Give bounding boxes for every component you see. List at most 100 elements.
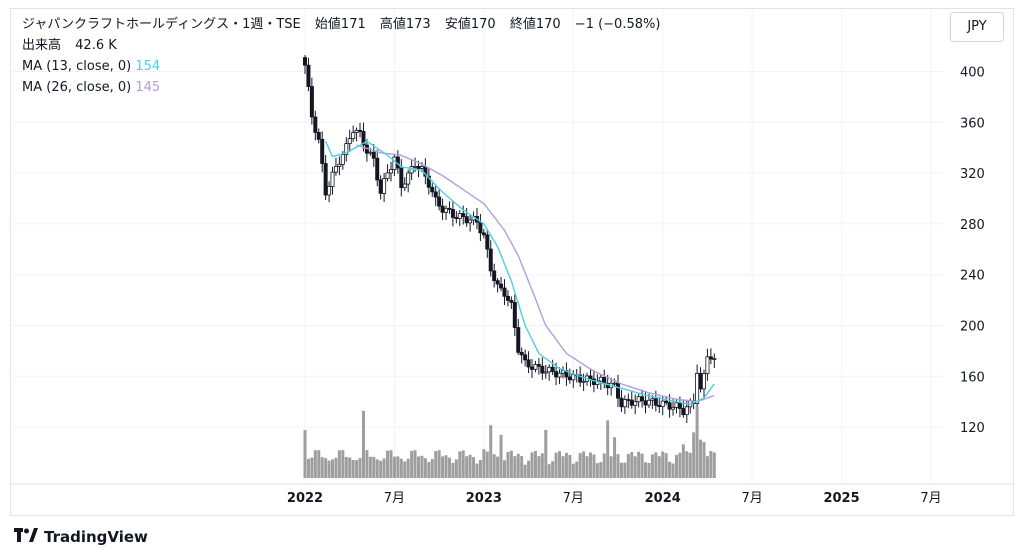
candle-body bbox=[430, 186, 435, 193]
candle-body bbox=[636, 396, 641, 403]
volume-bar bbox=[661, 451, 665, 478]
candle-body bbox=[347, 138, 352, 145]
volume-bar bbox=[705, 456, 709, 478]
volume-bar bbox=[399, 458, 403, 478]
candle-body bbox=[578, 374, 583, 383]
volume-bar bbox=[327, 460, 331, 478]
symbol-title[interactable]: ジャパンクラフトホールディングス・1週・TSE bbox=[22, 17, 301, 32]
time-axis-label: 2023 bbox=[466, 491, 502, 506]
volume-bar bbox=[523, 464, 527, 478]
volume-bar bbox=[382, 458, 386, 478]
volume-bar bbox=[678, 452, 682, 478]
volume-bar bbox=[355, 460, 359, 478]
volume-bar bbox=[582, 451, 586, 478]
volume-bar bbox=[465, 456, 469, 478]
time-axis-label: 2024 bbox=[645, 491, 681, 506]
price-axis-label: 280 bbox=[960, 218, 985, 233]
volume-bar bbox=[558, 451, 562, 478]
candle-body bbox=[320, 138, 325, 164]
volume-bar bbox=[681, 444, 685, 478]
volume-bar bbox=[654, 452, 658, 478]
volume-value: 42.6 K bbox=[75, 38, 117, 53]
ma13-label[interactable]: MA (13, close, 0) bbox=[22, 59, 132, 74]
candle-body bbox=[327, 186, 332, 196]
volume-bar bbox=[317, 450, 321, 478]
candle-body bbox=[629, 399, 634, 406]
candle-body bbox=[447, 207, 452, 210]
candle-body bbox=[646, 399, 651, 406]
candle-body bbox=[664, 400, 669, 404]
volume-bar bbox=[430, 459, 434, 478]
candle-body bbox=[440, 205, 445, 213]
time-axis-label: 2022 bbox=[287, 491, 323, 506]
volume-bar bbox=[644, 462, 648, 478]
volume-bar bbox=[664, 453, 668, 478]
candle-body bbox=[633, 401, 638, 406]
ma26-label[interactable]: MA (26, close, 0) bbox=[22, 80, 132, 95]
volume-bar bbox=[527, 460, 531, 478]
candle-body bbox=[392, 156, 397, 170]
candle-body bbox=[519, 351, 524, 356]
candle-body bbox=[437, 196, 442, 207]
volume-bar bbox=[423, 458, 427, 478]
candle-body bbox=[361, 131, 366, 146]
volume-bar bbox=[595, 463, 599, 478]
volume-bar bbox=[626, 453, 630, 478]
candle-body bbox=[677, 402, 682, 409]
volume-bar bbox=[306, 458, 310, 478]
volume-bar bbox=[406, 458, 410, 478]
currency-button[interactable]: JPY bbox=[950, 12, 1004, 42]
candle-body bbox=[388, 169, 393, 174]
volume-bar bbox=[647, 463, 651, 478]
candle-body bbox=[505, 295, 510, 301]
volume-bar bbox=[417, 456, 421, 478]
volume-bar bbox=[692, 432, 696, 478]
volume-bar bbox=[554, 452, 558, 478]
volume-bar bbox=[478, 459, 482, 478]
volume-bar bbox=[623, 462, 627, 478]
ohlc-row: ジャパンクラフトホールディングス・1週・TSE 始値171 高値173 安値17… bbox=[22, 14, 660, 35]
volume-bar bbox=[568, 455, 572, 478]
volume-bar bbox=[544, 430, 548, 478]
time-axis-label: 7月 bbox=[920, 491, 941, 506]
time-axis-label: 2025 bbox=[823, 491, 859, 506]
candle-body bbox=[323, 163, 328, 196]
candle-body bbox=[419, 166, 424, 169]
candle-body bbox=[302, 57, 307, 66]
ma13-line bbox=[324, 140, 715, 405]
change-value: −1 (−0.58%) bbox=[574, 17, 661, 32]
open-value: 始値171 bbox=[314, 17, 366, 32]
volume-bar bbox=[695, 406, 699, 478]
candle-body bbox=[547, 366, 552, 373]
volume-bar bbox=[365, 450, 369, 478]
candle-body bbox=[409, 166, 414, 174]
candle-body bbox=[643, 400, 648, 406]
volume-bar bbox=[386, 450, 390, 478]
volume-bar bbox=[637, 451, 641, 478]
price-axis-label: 200 bbox=[960, 320, 985, 335]
ma26-row: MA (26, close, 0) 145 bbox=[22, 77, 660, 98]
candle-body bbox=[653, 398, 658, 406]
volume-bar bbox=[341, 450, 345, 478]
volume-bar bbox=[372, 456, 376, 478]
candle-body bbox=[695, 372, 700, 404]
volume-bar bbox=[413, 450, 417, 478]
volume-bar bbox=[513, 456, 517, 478]
chart-legend: ジャパンクラフトホールディングス・1週・TSE 始値171 高値173 安値17… bbox=[22, 14, 660, 98]
volume-bar bbox=[451, 462, 455, 478]
volume-bar bbox=[571, 463, 575, 478]
volume-bar bbox=[520, 456, 524, 478]
candle-body bbox=[354, 129, 359, 133]
candle-body bbox=[316, 132, 321, 140]
volume-bar bbox=[657, 456, 661, 478]
candle-body bbox=[708, 356, 713, 360]
tradingview-brand[interactable]: TradingView bbox=[14, 526, 148, 548]
candle-body bbox=[681, 408, 686, 416]
price-axis-label: 120 bbox=[960, 421, 985, 436]
volume-bar bbox=[609, 456, 613, 478]
candle-body bbox=[340, 154, 345, 165]
volume-label[interactable]: 出来高 bbox=[22, 38, 62, 53]
time-axis-label: 7月 bbox=[384, 491, 405, 506]
brand-name: TradingView bbox=[44, 528, 148, 546]
